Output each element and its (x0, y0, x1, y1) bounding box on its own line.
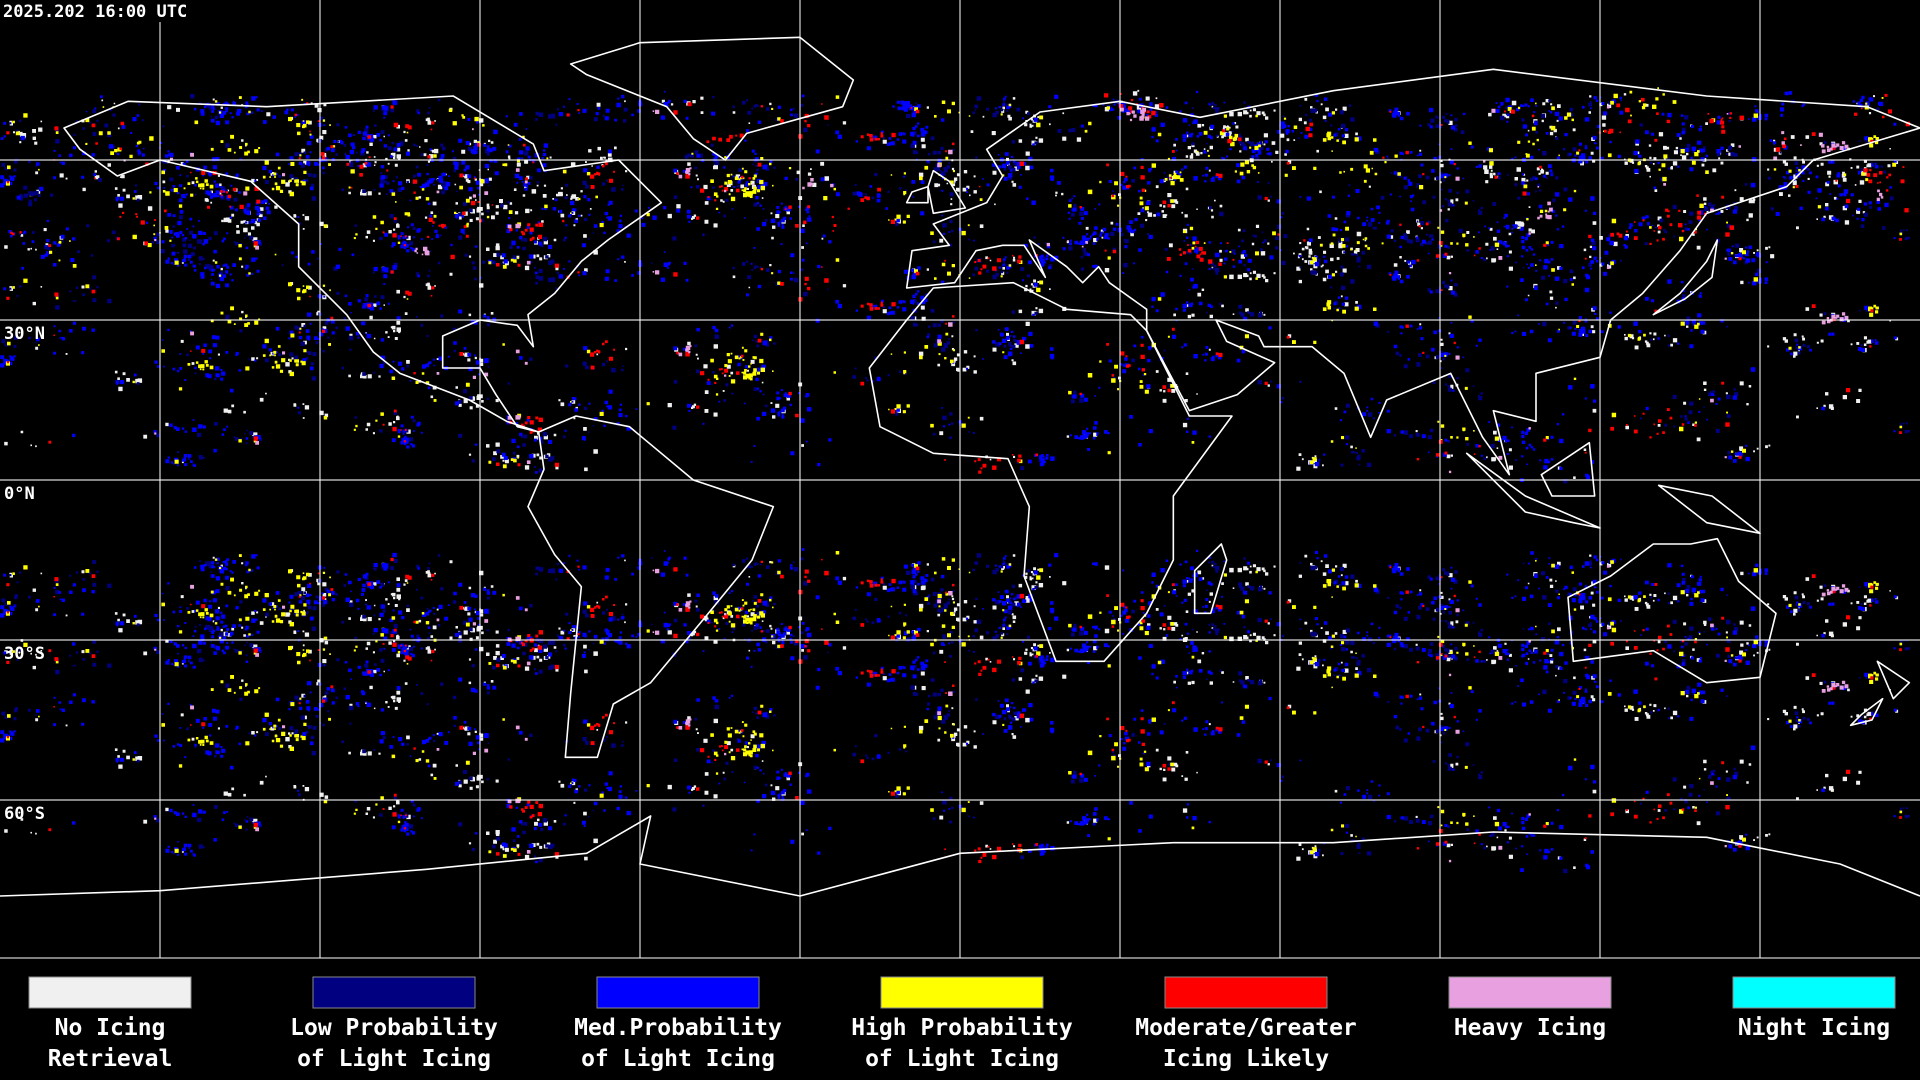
legend-swatch (28, 976, 192, 1009)
legend-label: High Probability (851, 1015, 1073, 1041)
lat-label: 30°N (4, 324, 45, 344)
lat-label: 30°S (4, 644, 45, 664)
madagascar (1195, 544, 1227, 613)
legend-label: of Light Icing (865, 1046, 1059, 1072)
legend-swatch (312, 976, 476, 1009)
legend: No Icing Retrieval Low Probability of Light… (28, 976, 1896, 1072)
legend-label: Low Probability (290, 1015, 498, 1041)
timestamp: 2025.202 16:00 UTC (3, 2, 187, 22)
australia (1568, 539, 1776, 683)
legend-label: Retrieval (48, 1046, 173, 1072)
legend-label: of Light Icing (297, 1046, 491, 1072)
timestamp-background (0, 0, 222, 22)
legend-label: Med.Probability (574, 1015, 782, 1041)
legend-swatch (880, 976, 1044, 1009)
south-america (528, 416, 773, 757)
north-america (64, 96, 661, 432)
africa (869, 283, 1232, 662)
graticule (0, 0, 1920, 959)
eurasia (907, 69, 1920, 474)
coastlines (0, 37, 1920, 896)
legend-swatch (596, 976, 760, 1009)
legend-label: Moderate/Greater (1135, 1015, 1357, 1041)
legend-label: Heavy Icing (1454, 1015, 1606, 1041)
legend-label: Icing Likely (1163, 1046, 1329, 1072)
antarctica (0, 816, 1920, 896)
legend-label: of Light Icing (581, 1046, 775, 1072)
japan (1653, 240, 1717, 315)
legend-swatch (1448, 976, 1612, 1009)
legend-label: No Icing (55, 1015, 166, 1041)
legend-swatch (1164, 976, 1328, 1009)
lat-label: 60°S (4, 804, 45, 824)
new-zealand (1851, 661, 1910, 725)
legend-label: Night Icing (1738, 1015, 1890, 1041)
legend-swatch (1732, 976, 1896, 1009)
lat-label: 0°N (4, 484, 35, 504)
